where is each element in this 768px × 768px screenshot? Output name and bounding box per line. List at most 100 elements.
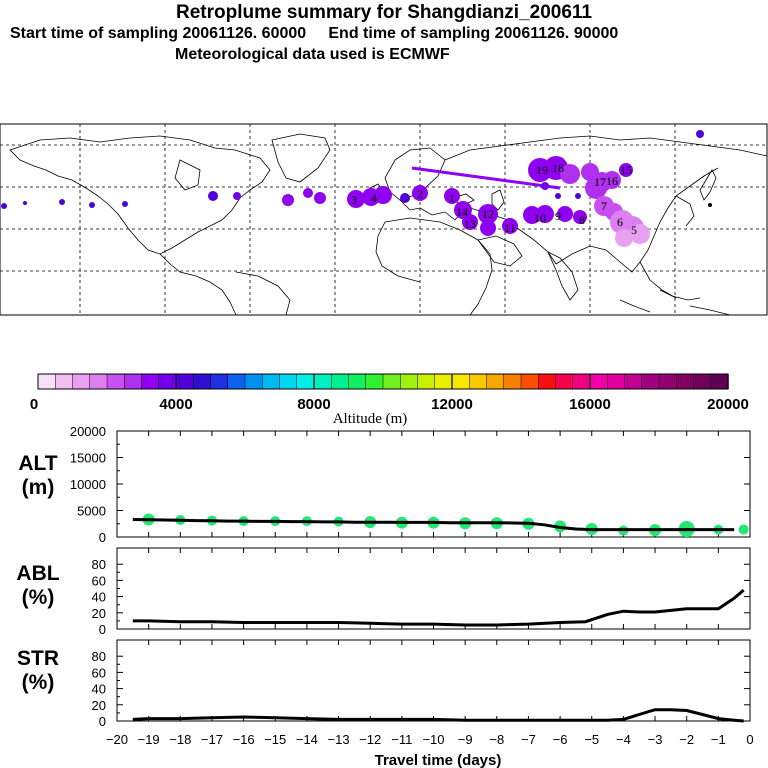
plume-cluster-circle (347, 190, 365, 208)
plume-cluster-label: 17 (594, 175, 606, 189)
xtick-label: −12 (359, 732, 381, 747)
colorbar-cell (520, 373, 539, 390)
colorbar-cell (296, 373, 315, 390)
alt-series-line (132, 518, 735, 532)
colorbar-cell (658, 373, 677, 390)
colorbar-cell (279, 373, 298, 390)
plume-cluster-circle (1, 203, 7, 209)
xtick-label: −18 (169, 732, 191, 747)
plume-cluster-label: 7 (601, 199, 607, 213)
colorbar-cell (175, 373, 194, 390)
xtick-label: −5 (584, 732, 599, 747)
plume-cluster-circle (603, 171, 621, 189)
abl-axis-label: ABL (16, 562, 59, 585)
colorbar-cell (417, 373, 436, 390)
panel-alt: 20000 15000 10000 5000 0 ALT(m) (18, 424, 751, 545)
xtick-label: −11 (391, 732, 412, 747)
colorbar-cell (348, 373, 367, 390)
plume-cluster-circle (557, 206, 573, 222)
colorbar-axis-label: Altitude (m) (333, 411, 408, 427)
colorbar-cell (55, 373, 74, 390)
plume-cluster-circle (541, 182, 549, 190)
colorbar-tick-label: 4000 (159, 396, 192, 413)
abl-axis-label: (%) (22, 586, 55, 609)
colorbar-cell (331, 373, 350, 390)
altitude-colorbar: 0 4000 8000 12000 16000 20000 Altitude (m) (30, 373, 749, 427)
map-frame (0, 123, 768, 316)
alt-ytick-label: 15000 (70, 451, 106, 466)
plume-cluster-label: 5 (631, 223, 637, 237)
abl-ytick-label: 80 (92, 557, 106, 572)
alt-axis-label: (m) (22, 476, 55, 499)
plume-cluster-label: 8 (579, 213, 585, 227)
abl-series-line (132, 588, 745, 627)
plume-cluster-circle (560, 164, 580, 184)
plume-cluster-circle (536, 205, 554, 223)
plume-cluster-circle (480, 220, 496, 236)
plume-cluster-label: 4 (371, 191, 377, 205)
abl-ytick-label: 40 (92, 590, 106, 605)
plume-cluster-label: 1 (449, 191, 455, 205)
colorbar-cell (538, 373, 557, 390)
abl-panel-frame (116, 547, 751, 630)
plume-cluster-circle (478, 204, 498, 224)
xtick-label: −2 (679, 732, 694, 747)
str-ytick-label: 40 (92, 682, 106, 697)
plume-cluster-circle (374, 186, 392, 204)
plume-cluster-circle (59, 199, 65, 205)
xtick-label: −13 (328, 732, 350, 747)
xtick-label: −20 (106, 732, 128, 747)
time-series-panels: 20000150001000050000ALT(m)806040200ABL(%… (16, 424, 753, 768)
plume-cluster-circle (412, 185, 428, 201)
x-axis-label: Travel time (days) (375, 752, 502, 768)
plume-cluster-circle (89, 202, 95, 208)
colorbar-cell (710, 373, 729, 390)
alt-axis-label: ALT (18, 452, 57, 475)
colorbar-cell (572, 373, 591, 390)
map-graticule (0, 124, 767, 315)
colorbar-cell (434, 373, 453, 390)
alt-ytick-label: 20000 (70, 424, 106, 439)
plume-cluster-circle (585, 177, 607, 199)
colorbar-cell (193, 373, 212, 390)
str-axis-label: STR (17, 647, 59, 670)
xtick-label: −15 (264, 732, 286, 747)
plume-cluster-circle (444, 188, 460, 204)
colorbar-cell (244, 373, 263, 390)
plume-cluster-label: 16 (606, 174, 618, 188)
plume-cluster-label: 18 (552, 161, 564, 175)
colorbar-cell (227, 373, 246, 390)
str-ytick-label: 20 (92, 698, 106, 713)
xtick-label: 0 (746, 732, 753, 747)
plume-cluster-circle (303, 188, 313, 198)
plume-cluster-label: 11 (504, 221, 516, 235)
colorbar-cell (89, 373, 108, 390)
retroplume-track (411, 166, 561, 190)
plume-cluster-label: 2 (417, 187, 423, 201)
str-series-line (132, 708, 744, 723)
alt-data-point (738, 524, 749, 535)
colorbar-cell (313, 373, 332, 390)
alt-ytick-label: 5000 (77, 504, 106, 519)
xtick-label: −9 (458, 732, 473, 747)
plume-cluster-label: 3 (351, 193, 357, 207)
xtick-label: −10 (422, 732, 444, 747)
plume-cluster-label: 14 (456, 205, 468, 219)
plume-cluster-circle (615, 229, 633, 247)
str-ytick-label: 0 (99, 714, 106, 729)
plume-cluster-circle (619, 163, 633, 177)
colorbar-cell (72, 373, 91, 390)
plume-cluster-circle (502, 218, 518, 234)
colorbar-cell (641, 373, 660, 390)
plume-cluster-label: 19 (536, 163, 548, 177)
colorbar-cell (555, 373, 574, 390)
str-axis-label: (%) (22, 671, 55, 694)
plume-cluster-label: 13 (464, 217, 476, 231)
xtick-label: −3 (648, 732, 663, 747)
xtick-label: −7 (521, 732, 536, 747)
plume-cluster-circle (523, 206, 541, 224)
colorbar-tick-label: 20000 (707, 396, 749, 413)
abl-ytick-label: 0 (99, 622, 106, 637)
